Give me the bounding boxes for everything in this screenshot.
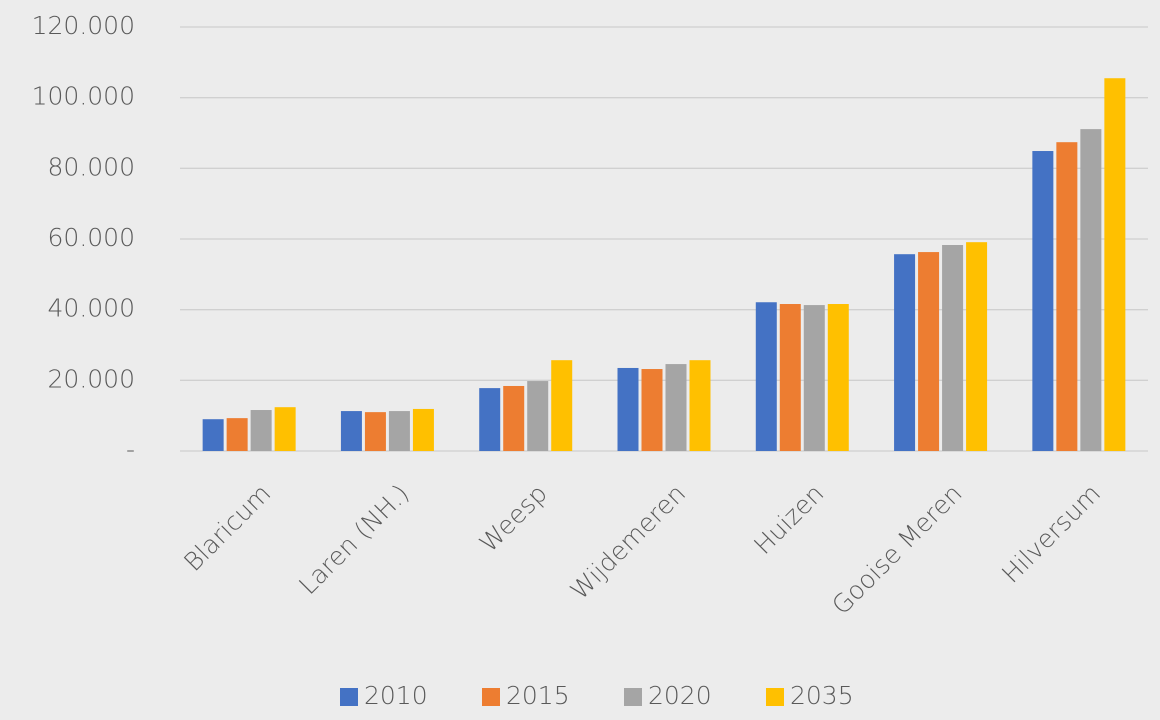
bar xyxy=(641,369,663,451)
legend-label: 2010 xyxy=(364,681,428,710)
bar xyxy=(1080,129,1102,451)
y-tick-label: - xyxy=(126,435,135,464)
bar xyxy=(250,410,272,451)
legend-label: 2035 xyxy=(790,681,854,710)
bar xyxy=(689,360,711,451)
bar xyxy=(202,419,224,451)
bar xyxy=(503,385,525,451)
y-tick-label: 100.000 xyxy=(32,82,135,111)
bar xyxy=(479,388,501,451)
bar xyxy=(779,304,801,451)
bar xyxy=(918,252,940,451)
bar xyxy=(1032,151,1054,451)
y-tick-label: 60.000 xyxy=(48,223,135,252)
y-tick-label: 20.000 xyxy=(48,364,135,393)
bar xyxy=(527,381,549,451)
bar xyxy=(894,254,916,451)
bar xyxy=(665,364,687,451)
bar xyxy=(827,304,849,451)
y-tick-label: 80.000 xyxy=(48,152,135,181)
bar xyxy=(617,367,639,451)
bar xyxy=(755,302,777,451)
bar xyxy=(226,418,248,451)
bar xyxy=(274,407,296,451)
bar xyxy=(340,411,362,451)
bar xyxy=(966,242,988,451)
bar xyxy=(1104,78,1126,451)
bar xyxy=(364,412,386,451)
legend-swatch xyxy=(624,688,642,706)
bar xyxy=(1056,142,1078,452)
legend-swatch xyxy=(766,688,784,706)
y-tick-label: 40.000 xyxy=(48,294,135,323)
bar xyxy=(551,360,573,451)
bar xyxy=(388,411,410,451)
bar xyxy=(942,245,964,451)
bar xyxy=(412,408,434,451)
legend-swatch xyxy=(340,688,358,706)
legend-label: 2015 xyxy=(506,681,570,710)
bar xyxy=(803,305,825,451)
legend-label: 2020 xyxy=(648,681,712,710)
y-tick-label: 120.000 xyxy=(32,11,135,40)
legend-swatch xyxy=(482,688,500,706)
